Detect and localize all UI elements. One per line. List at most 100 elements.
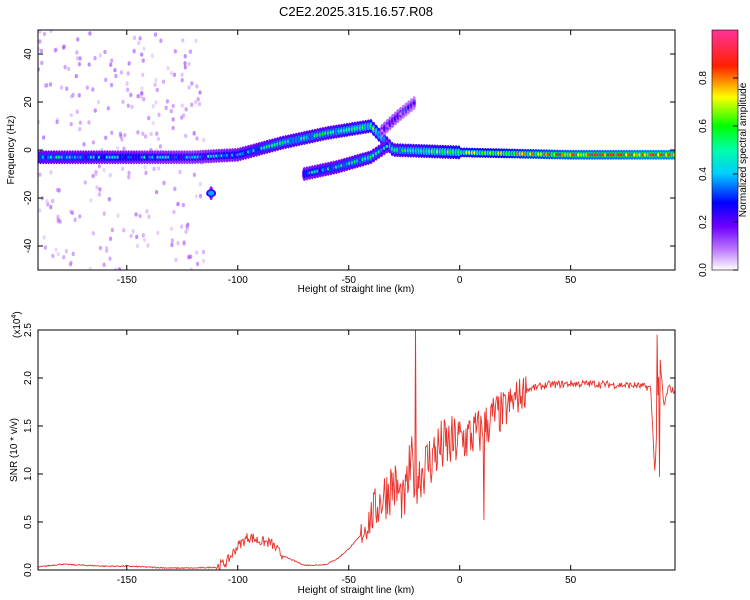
noise-dot	[187, 85, 191, 90]
noise-dot	[98, 245, 103, 251]
noise-dot	[118, 131, 122, 137]
noise-dot	[87, 62, 91, 67]
noise-dot	[67, 66, 71, 72]
y-tick-label: 2.0	[23, 371, 34, 385]
noise-dot	[129, 92, 133, 98]
noise-dot	[91, 87, 95, 92]
noise-dot	[78, 214, 82, 219]
noise-dot	[104, 77, 108, 83]
noise-dot	[182, 239, 186, 245]
x-tick-label: -100	[228, 275, 248, 286]
noise-dot	[98, 53, 102, 58]
noise-dot	[159, 38, 163, 43]
noise-dot	[141, 72, 145, 78]
noise-dot	[153, 32, 158, 37]
x-tick-label: 0	[457, 575, 463, 586]
noise-dot	[181, 38, 185, 43]
x-tick-label: 50	[565, 575, 577, 586]
noise-dot	[142, 46, 146, 51]
x-tick-label: -150	[117, 575, 137, 586]
noise-dot	[125, 81, 129, 86]
noise-dot	[140, 52, 144, 57]
noise-dot	[127, 61, 131, 66]
spectrogram-x-axis: -150 -100 -50 0 50	[117, 30, 577, 286]
noise-dot	[117, 267, 122, 270]
noise-dot	[78, 126, 82, 132]
noise-dot	[171, 103, 175, 109]
noise-dot	[150, 53, 155, 58]
noise-dot	[126, 71, 130, 76]
noise-dot	[194, 194, 198, 199]
noise-dot	[78, 120, 82, 125]
noise-dot	[91, 173, 95, 179]
noise-dot	[89, 198, 93, 203]
noise-dot	[137, 40, 141, 46]
noise-dot	[156, 230, 160, 236]
noise-dot	[170, 242, 174, 248]
snr-y-label: SNR (10 * v/v)	[9, 418, 20, 482]
noise-dot	[195, 250, 199, 255]
noise-dot	[176, 201, 180, 207]
snr-x-label: Height of straight line (km)	[298, 585, 415, 596]
noise-dot	[161, 79, 166, 84]
noise-dot	[104, 248, 109, 254]
noise-dot	[151, 104, 155, 109]
snr-panel: -150 -100 -50 0 50 0.0 0.5 1.0 1.5 2.0 2.5 Height…	[9, 311, 676, 596]
noise-dot	[127, 174, 131, 180]
noise-dot	[49, 30, 53, 34]
colorbar: 0.0 0.2 0.4 0.6 0.8 Normalized spectral ampl…	[698, 29, 749, 277]
noise-dot	[196, 97, 200, 102]
noise-dot	[125, 87, 130, 92]
noise-dot	[140, 91, 144, 96]
noise-dot	[171, 117, 175, 122]
noise-dot	[42, 135, 46, 140]
snr-multiplier-close: )	[12, 311, 23, 314]
noise-dot	[190, 81, 194, 86]
noise-dot	[54, 247, 58, 252]
noise-dot	[88, 31, 92, 36]
noise-dot	[59, 85, 64, 90]
noise-dot	[169, 108, 173, 114]
noise-dot	[107, 197, 111, 202]
noise-dot	[127, 170, 131, 176]
noise-dot	[157, 166, 161, 171]
noise-dot	[109, 82, 114, 88]
y-tick-label: -40	[23, 238, 34, 253]
snr-series-line	[38, 330, 675, 570]
noise-dot	[155, 87, 159, 93]
noise-dot	[152, 166, 156, 172]
noise-dot	[113, 267, 118, 270]
noise-dot	[74, 73, 78, 79]
colorbar-ticks: 0.0 0.2 0.4 0.6 0.8	[698, 71, 738, 277]
noise-dot	[181, 113, 186, 118]
noise-dot	[146, 243, 150, 248]
noise-dot	[136, 130, 140, 135]
noise-dot	[77, 93, 81, 98]
noise-dot	[106, 106, 110, 111]
noise-dot	[135, 243, 140, 249]
noise-dot	[198, 193, 203, 199]
noise-dot	[172, 209, 176, 215]
noise-dot	[202, 258, 206, 264]
noise-dot	[78, 56, 82, 61]
noise-dot	[108, 172, 112, 178]
noise-dot	[56, 219, 60, 224]
noise-dot	[170, 238, 175, 243]
y-tick-label: 20	[23, 96, 34, 108]
snr-multiplier-base: (x10	[12, 318, 23, 338]
noise-dot	[184, 107, 188, 112]
noise-dot	[95, 185, 99, 190]
y-tick-label: 1.0	[23, 467, 34, 481]
noise-dot	[202, 137, 206, 143]
noise-dot	[162, 180, 166, 186]
blob-core	[208, 190, 215, 196]
spectrogram-y-axis: 40 20 0 -20 -40	[23, 48, 675, 253]
noise-dot	[104, 135, 108, 140]
colorbar-tick-label: 0.2	[698, 215, 709, 229]
noise-dot	[116, 145, 120, 151]
y-tick-label: 2.5	[23, 323, 34, 337]
snr-x-axis: -150 -100 -50 0 50	[117, 330, 577, 586]
noise-dot	[75, 109, 79, 114]
spectrogram-panel: -150 -100 -50 0 50 40 20 0 -20 -40 Height of str…	[6, 29, 676, 295]
noise-dot	[110, 130, 114, 135]
